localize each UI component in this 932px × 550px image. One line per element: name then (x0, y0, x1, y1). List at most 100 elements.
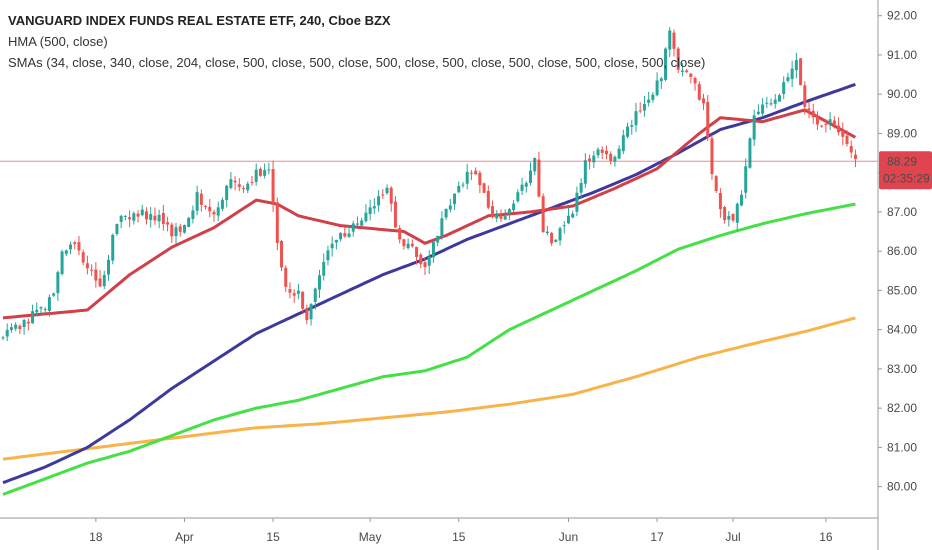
candle-body (626, 126, 630, 137)
candle-body (225, 185, 229, 200)
candle-body (740, 194, 743, 206)
candle-body (702, 98, 706, 104)
candle (672, 29, 676, 57)
y-axis[interactable]: 80.00 81.00 82.00 83.00 84.00 85.00 86.00 87.00… (878, 9, 917, 494)
symbol-title[interactable]: VANGUARD INDEX FUNDS REAL ESTATE ETF, 24… (8, 13, 391, 28)
candle (566, 207, 570, 225)
candle (415, 246, 419, 265)
candle (617, 145, 621, 160)
candle (448, 198, 452, 213)
candle-body (246, 183, 250, 191)
y-tick-label: 83.00 (887, 362, 917, 376)
candle (98, 270, 102, 288)
candle-body (786, 77, 790, 81)
candle (507, 207, 511, 220)
x-tick-label: 16 (819, 530, 833, 544)
candle-body (191, 210, 195, 219)
candle-body (81, 252, 85, 263)
candle-body (119, 215, 123, 222)
candle (609, 151, 613, 165)
candle (685, 68, 689, 73)
candle (364, 204, 368, 223)
candle (583, 153, 587, 188)
candle (465, 163, 469, 190)
candle (706, 95, 710, 142)
candle-body (465, 171, 469, 184)
candle (258, 167, 262, 177)
candle (469, 170, 473, 181)
candle (166, 216, 170, 232)
candle-body (149, 214, 153, 220)
candle (697, 81, 701, 101)
candle (782, 76, 786, 100)
candle (271, 160, 275, 212)
candle-body (486, 191, 490, 208)
candle-body (550, 232, 554, 244)
candle (828, 112, 832, 131)
candle (318, 269, 321, 299)
candle-body (845, 135, 849, 145)
candle-body (807, 108, 811, 111)
candle (626, 122, 630, 139)
candle-body (182, 225, 186, 233)
candle-body (664, 48, 668, 80)
candle (744, 158, 748, 199)
candle-body (495, 214, 499, 219)
candle-body (326, 250, 330, 261)
candle (309, 303, 313, 326)
candlesticks (1, 27, 857, 342)
candle (427, 250, 431, 275)
candle (491, 200, 495, 219)
indicator-smas-label[interactable]: SMAs (34, close, 340, close, 204, close,… (8, 55, 706, 70)
candle (292, 289, 296, 304)
x-axis[interactable]: 18 Apr 15 May 15 Jun 17 Jul 16 (89, 518, 833, 544)
candle-body (157, 214, 161, 222)
candle-body (592, 155, 596, 163)
candle-body (258, 168, 262, 176)
candle-body (280, 241, 284, 268)
x-tick-label: Jul (725, 530, 740, 544)
candle-body (385, 187, 389, 194)
candle-body (744, 166, 748, 193)
candle-body (575, 192, 579, 212)
candle-body (398, 228, 402, 240)
y-tick-label: 87.00 (887, 205, 917, 219)
candle-body (617, 148, 621, 159)
candle (119, 214, 123, 229)
candle (765, 96, 769, 109)
candle-body (697, 84, 701, 100)
indicator-hma-label[interactable]: HMA (500, close) (8, 34, 108, 49)
candle (638, 102, 642, 114)
candle-body (558, 228, 562, 241)
candle (773, 94, 777, 109)
candle-body (634, 111, 638, 126)
candle-body (284, 267, 288, 287)
sma-line-sma-204 (2, 202, 856, 496)
candle-body (718, 192, 722, 210)
candle-body (630, 125, 634, 127)
candle-body (410, 243, 414, 247)
candle-body (609, 153, 613, 161)
candle-body (474, 170, 478, 175)
candle (600, 146, 604, 160)
candle (47, 294, 51, 317)
candle (377, 190, 381, 212)
candle (718, 188, 722, 218)
candle-body (689, 73, 693, 78)
candle-body (233, 180, 237, 183)
candle (807, 101, 811, 119)
candle-body (600, 149, 604, 153)
candle-body (841, 130, 845, 137)
candle-body (503, 216, 507, 220)
candle (326, 245, 330, 266)
candle-body (26, 321, 30, 324)
candle (14, 322, 18, 332)
candle-body (267, 169, 271, 171)
candle-body (756, 111, 760, 114)
candle (288, 282, 292, 299)
candle (153, 207, 157, 226)
candle (512, 200, 516, 214)
candle (815, 111, 819, 131)
candle (604, 145, 608, 160)
